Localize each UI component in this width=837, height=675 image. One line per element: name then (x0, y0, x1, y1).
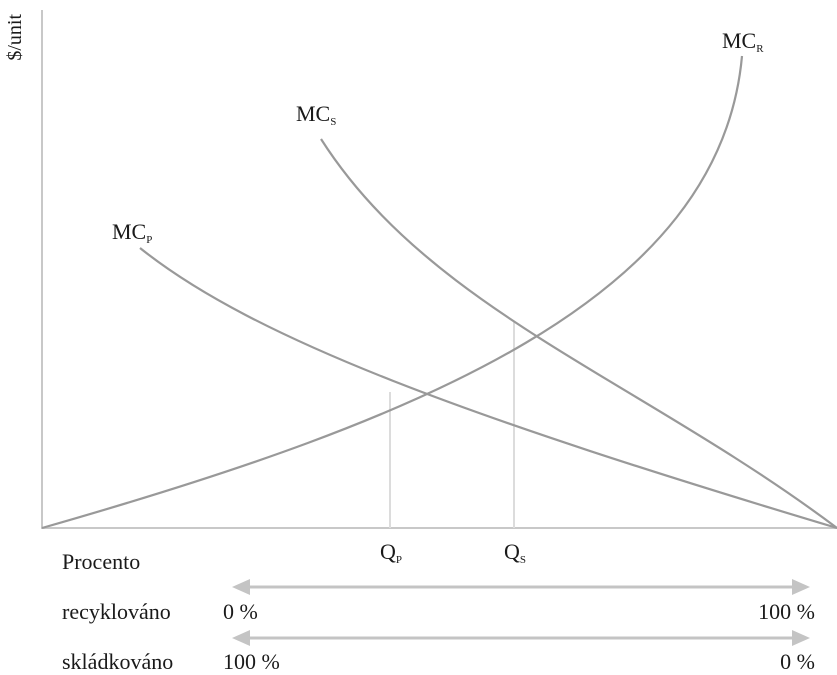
landfilled-row-label: skládkováno (62, 649, 173, 674)
y-axis-label: $/unit (4, 14, 26, 61)
mc-p-curve (139, 247, 837, 530)
landfilled-left-value: 100 % (223, 649, 280, 674)
mc-p-label: MCP (112, 219, 152, 246)
recycled-right-value: 100 % (758, 599, 815, 624)
q-p-label: QP (380, 539, 402, 566)
landfilled-range-arrow (232, 630, 810, 646)
recycled-row-label: recyklováno (62, 599, 171, 624)
procento-heading: Procento (62, 549, 140, 574)
mc-r-label: MCR (722, 28, 764, 55)
recycled-range-arrow (232, 579, 810, 595)
landfilled-right-value: 0 % (780, 649, 815, 674)
mc-s-label: MCS (296, 101, 336, 128)
mc-s-curve (320, 138, 837, 529)
q-s-label: QS (504, 539, 526, 566)
mc-r-curve (41, 55, 744, 530)
recycled-left-value: 0 % (223, 599, 258, 624)
